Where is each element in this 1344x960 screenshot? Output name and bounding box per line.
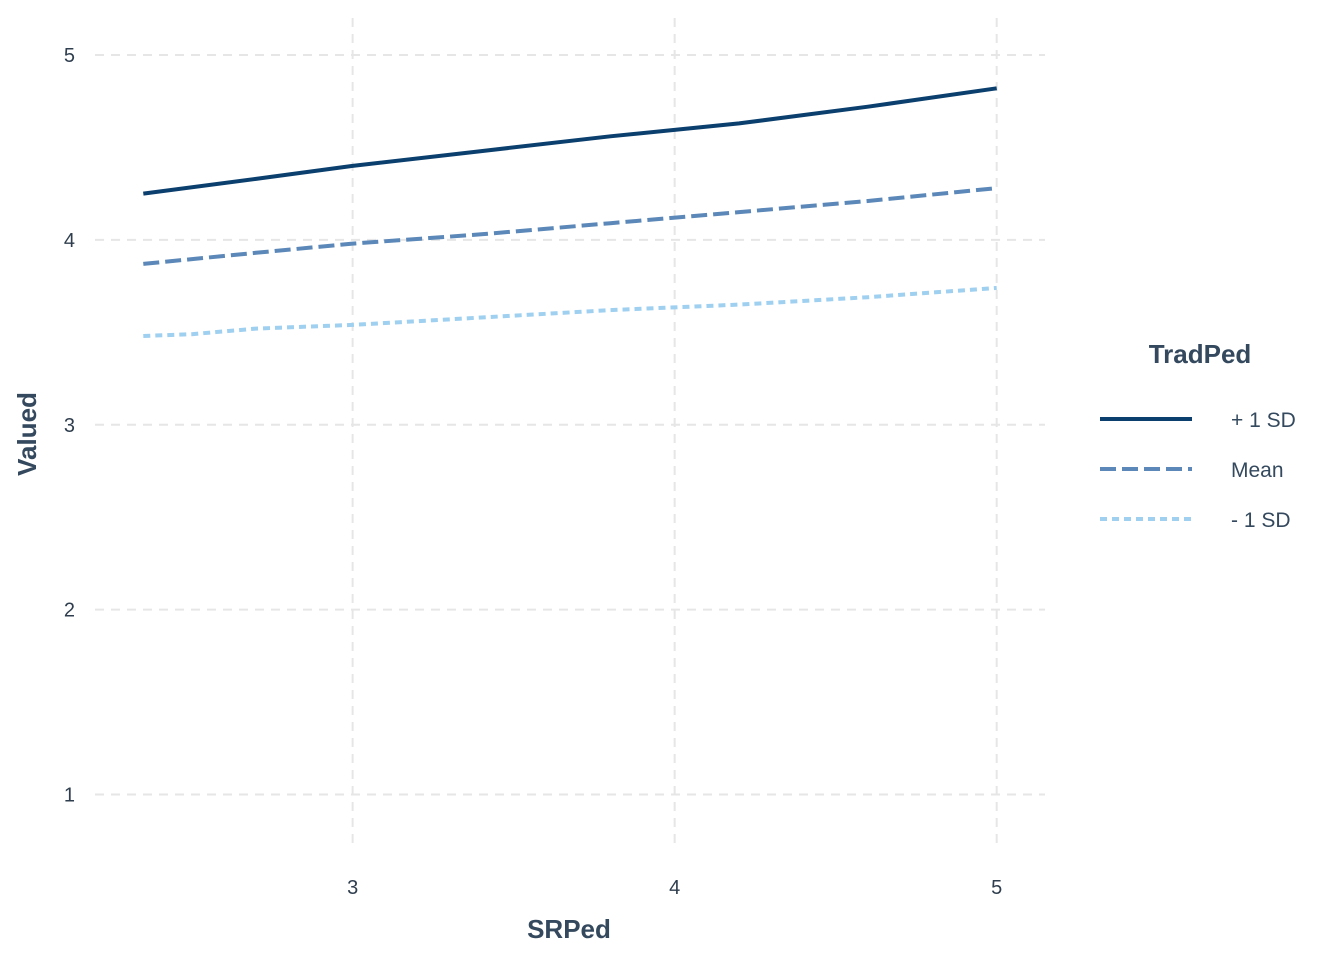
tick-layer: 1 2 3 4 5 3 4 5 (64, 45, 1002, 899)
series-line-2 (143, 285, 997, 338)
series-line-0 (143, 86, 997, 196)
y-tick-label-2: 2 (64, 600, 75, 622)
y-tick-label-4: 4 (64, 230, 75, 252)
y-tick-label-1: 1 (64, 785, 75, 807)
x-tick-label-4: 4 (669, 877, 680, 899)
legend-label-0: + 1 SD (1231, 409, 1296, 432)
y-axis-title: Valued (12, 392, 42, 476)
legend: TradPed + 1 SD Mean - 1 SD (1100, 339, 1296, 532)
legend-title: TradPed (1149, 339, 1252, 369)
series-layer (143, 86, 997, 338)
series-line-1 (143, 186, 997, 266)
legend-items: + 1 SD Mean - 1 SD (1100, 409, 1296, 532)
y-tick-label-5: 5 (64, 45, 75, 67)
x-tick-label-3: 3 (347, 877, 358, 899)
legend-label-1: Mean (1231, 459, 1284, 482)
y-tick-label-3: 3 (64, 415, 75, 437)
x-axis-title: SRPed (527, 914, 611, 944)
x-tick-label-5: 5 (991, 877, 1002, 899)
legend-label-2: - 1 SD (1231, 509, 1291, 532)
grid-layer (95, 18, 1045, 850)
